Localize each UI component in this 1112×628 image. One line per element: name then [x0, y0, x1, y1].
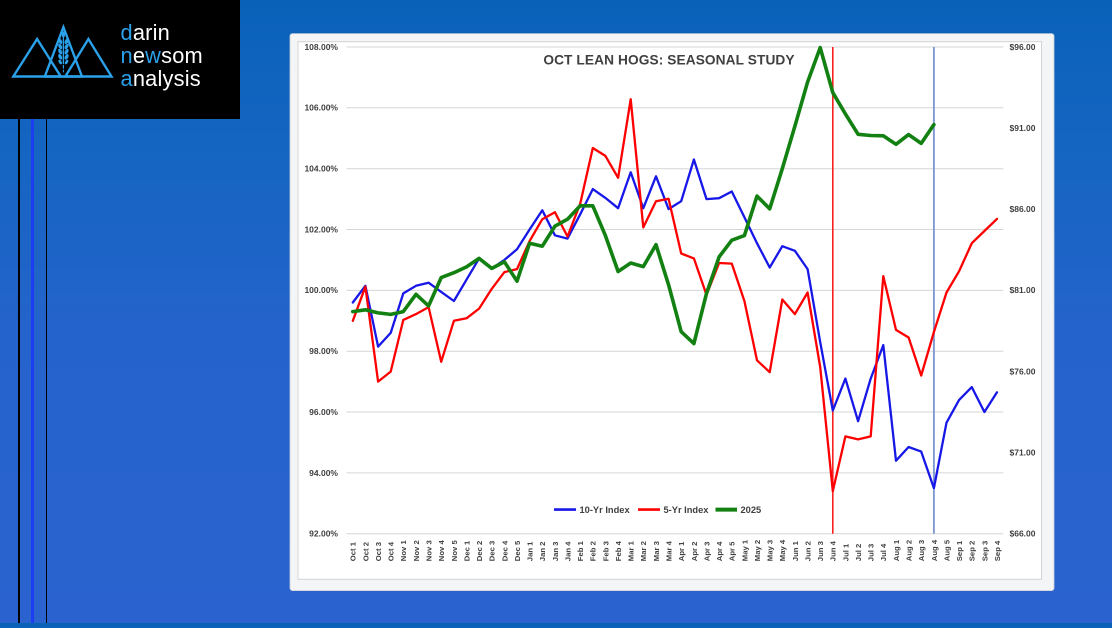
svg-text:Jul 2: Jul 2	[854, 544, 863, 562]
svg-text:Feb 1: Feb 1	[576, 540, 585, 561]
svg-text:$81.00: $81.00	[1010, 285, 1036, 295]
svg-text:Mar 4: Mar 4	[665, 540, 674, 561]
svg-text:$96.00: $96.00	[1010, 42, 1036, 52]
svg-text:96.00%: 96.00%	[309, 407, 338, 417]
svg-text:Feb 4: Feb 4	[614, 540, 623, 561]
svg-text:Jul 1: Jul 1	[841, 543, 850, 561]
svg-text:Mar 1: Mar 1	[627, 540, 636, 561]
svg-text:104.00%: 104.00%	[304, 164, 338, 174]
svg-text:Jun 3: Jun 3	[816, 541, 825, 561]
svg-text:$76.00: $76.00	[1010, 366, 1036, 376]
svg-text:5-Yr Index: 5-Yr Index	[664, 505, 710, 515]
svg-text:Nov 5: Nov 5	[450, 540, 459, 562]
svg-text:106.00%: 106.00%	[304, 103, 338, 113]
svg-text:Jun 4: Jun 4	[829, 540, 838, 561]
svg-text:92.00%: 92.00%	[309, 529, 338, 539]
svg-text:May 2: May 2	[753, 540, 762, 561]
svg-text:Jan 1: Jan 1	[526, 541, 535, 561]
svg-text:$86.00: $86.00	[1010, 204, 1036, 214]
svg-text:May 3: May 3	[766, 540, 775, 561]
svg-text:Sep 4: Sep 4	[993, 540, 1002, 561]
svg-text:$91.00: $91.00	[1010, 123, 1036, 133]
svg-text:Apr 3: Apr 3	[702, 542, 711, 562]
svg-text:2025: 2025	[741, 505, 762, 515]
svg-text:Mar 3: Mar 3	[652, 541, 661, 561]
svg-text:102.00%: 102.00%	[304, 224, 338, 234]
svg-text:100.00%: 100.00%	[304, 285, 338, 295]
svg-text:Oct 4: Oct 4	[387, 541, 396, 561]
svg-text:Aug 2: Aug 2	[905, 540, 914, 561]
svg-text:Jan 3: Jan 3	[551, 542, 560, 562]
svg-text:Aug 1: Aug 1	[892, 539, 901, 561]
svg-text:Oct 1: Oct 1	[349, 541, 358, 561]
svg-text:Aug 4: Aug 4	[930, 539, 939, 561]
svg-text:Apr 1: Apr 1	[677, 541, 686, 561]
svg-text:Dec 4: Dec 4	[500, 540, 509, 561]
svg-text:Nov 2: Nov 2	[412, 540, 421, 561]
svg-text:Nov 1: Nov 1	[399, 540, 408, 562]
svg-text:Sep 1: Sep 1	[955, 540, 964, 561]
svg-text:Jan 4: Jan 4	[563, 541, 572, 561]
svg-text:Dec 2: Dec 2	[475, 541, 484, 562]
svg-text:Jul 3: Jul 3	[867, 544, 876, 562]
svg-text:Jun 2: Jun 2	[804, 541, 813, 561]
svg-text:$71.00: $71.00	[1010, 448, 1036, 458]
svg-text:$66.00: $66.00	[1010, 529, 1036, 539]
svg-text:OCT LEAN HOGS: SEASONAL STUDY: OCT LEAN HOGS: SEASONAL STUDY	[543, 53, 794, 68]
svg-text:Dec 1: Dec 1	[462, 540, 471, 561]
svg-text:May 1: May 1	[740, 539, 749, 561]
svg-text:94.00%: 94.00%	[309, 468, 338, 478]
svg-text:Nov 3: Nov 3	[425, 540, 434, 561]
svg-text:Feb 2: Feb 2	[589, 541, 598, 561]
svg-text:Jan 2: Jan 2	[538, 542, 547, 562]
svg-text:Apr 2: Apr 2	[690, 542, 699, 562]
svg-text:Oct 3: Oct 3	[374, 542, 383, 561]
svg-text:Sep 3: Sep 3	[980, 541, 989, 562]
svg-text:Jul 4: Jul 4	[879, 543, 888, 561]
svg-text:Aug 5: Aug 5	[942, 539, 951, 561]
svg-text:Mar 2: Mar 2	[639, 541, 648, 561]
svg-text:Jun 1: Jun 1	[791, 540, 800, 561]
svg-text:98.00%: 98.00%	[309, 346, 338, 356]
svg-text:10-Yr Index: 10-Yr Index	[580, 505, 631, 515]
svg-text:Nov 4: Nov 4	[437, 540, 446, 562]
svg-text:May 4: May 4	[778, 539, 787, 561]
svg-text:Dec 5: Dec 5	[513, 540, 522, 561]
svg-text:108.00%: 108.00%	[304, 42, 338, 52]
svg-text:Dec 3: Dec 3	[488, 541, 497, 562]
svg-text:Apr 4: Apr 4	[715, 541, 724, 561]
svg-text:Feb 3: Feb 3	[601, 541, 610, 561]
svg-text:Aug 3: Aug 3	[917, 540, 926, 561]
svg-text:Oct 2: Oct 2	[361, 542, 370, 561]
svg-text:Sep 2: Sep 2	[968, 541, 977, 562]
svg-text:Apr 5: Apr 5	[728, 541, 737, 561]
